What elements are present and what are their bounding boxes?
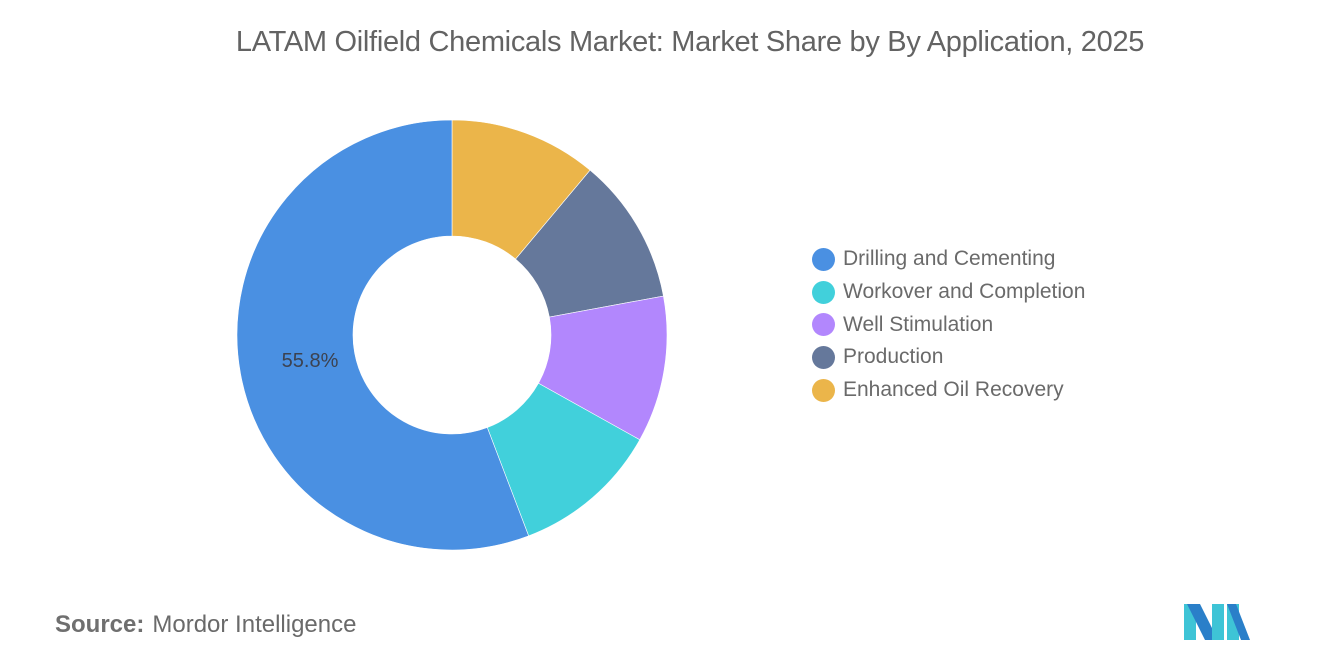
source-label: Source:	[55, 611, 145, 638]
legend-swatch-icon	[812, 378, 835, 402]
source-value: Mordor Intelligence	[152, 611, 357, 638]
legend-label: Well Stimulation	[843, 312, 994, 336]
donut-chart: 55.8%	[236, 119, 668, 551]
chart-legend: Drilling and Cementing Workover and Comp…	[812, 243, 1085, 406]
mordor-intelligence-logo-icon	[1184, 604, 1250, 640]
slice-drilling-and-cementing[interactable]	[236, 119, 530, 551]
legend-item-drilling-and-cementing[interactable]: Drilling and Cementing	[812, 243, 1085, 276]
legend-swatch-icon	[812, 345, 835, 369]
legend-item-well-stimulation[interactable]: Well Stimulation	[812, 308, 1085, 341]
donut-slices	[236, 119, 668, 551]
legend-item-enhanced-oil-recovery[interactable]: Enhanced Oil Recovery	[812, 374, 1085, 407]
slice-label-drilling: 55.8%	[282, 350, 339, 372]
legend-label: Enhanced Oil Recovery	[843, 378, 1064, 402]
legend-label: Drilling and Cementing	[843, 247, 1056, 271]
legend-swatch-icon	[812, 280, 835, 304]
legend-swatch-icon	[812, 247, 835, 271]
source-note: Source: Mordor Intelligence	[55, 611, 356, 639]
chart-title: LATAM Oilfield Chemicals Market: Market …	[235, 26, 1145, 58]
legend-label: Workover and Completion	[843, 280, 1086, 304]
legend-item-workover-and-completion[interactable]: Workover and Completion	[812, 276, 1085, 309]
legend-swatch-icon	[812, 313, 835, 337]
legend-label: Production	[843, 345, 944, 369]
legend-item-production[interactable]: Production	[812, 341, 1085, 374]
